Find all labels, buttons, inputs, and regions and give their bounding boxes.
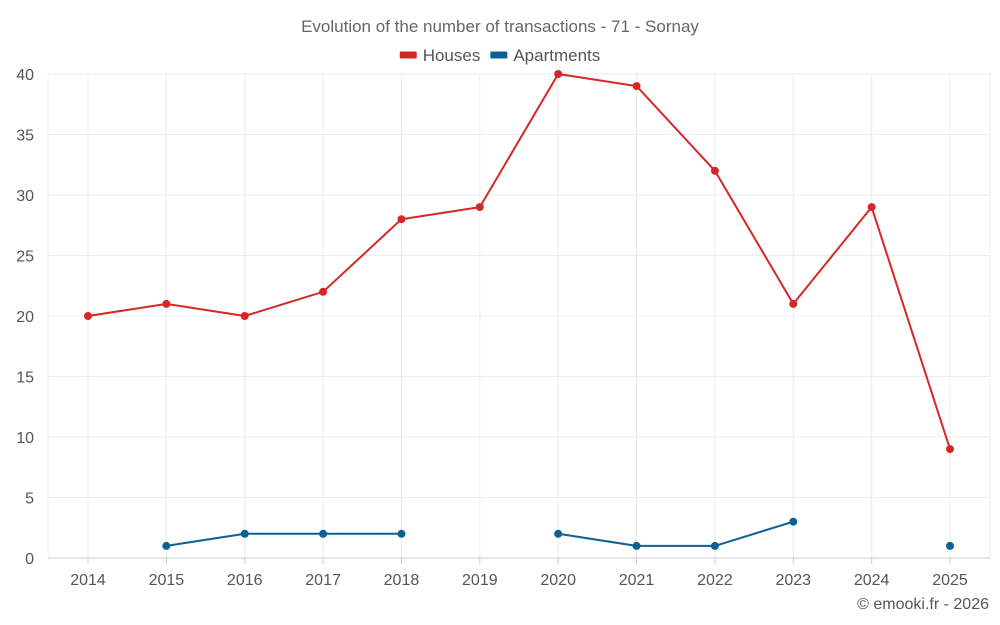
y-tick-label: 35 xyxy=(16,128,34,145)
y-tick-label: 15 xyxy=(16,370,34,387)
apartments-data-point[interactable] xyxy=(240,529,249,538)
y-tick-label: 20 xyxy=(16,309,34,326)
y-tick-label: 25 xyxy=(16,249,34,266)
chart-title: Evolution of the number of transactions … xyxy=(301,17,699,36)
apartments-series-line xyxy=(166,532,402,547)
apartments-data-point[interactable] xyxy=(789,517,798,526)
legend-label-apartments: Apartments xyxy=(513,46,600,65)
x-tick-label: 2018 xyxy=(384,572,420,589)
legend-swatch-apartments xyxy=(490,51,508,59)
houses-data-point[interactable] xyxy=(240,312,249,320)
apartments-data-point[interactable] xyxy=(319,529,328,538)
x-tick-label: 2017 xyxy=(305,572,341,589)
credit-text: © emooki.fr - 2026 xyxy=(857,596,989,613)
houses-data-point[interactable] xyxy=(710,166,719,175)
x-tick-label: 2015 xyxy=(149,572,185,589)
apartments-data-point[interactable] xyxy=(632,541,641,550)
grid xyxy=(47,73,991,558)
y-tick-label: 30 xyxy=(16,188,34,205)
y-tick-label: 5 xyxy=(25,491,34,508)
legend-swatch-houses xyxy=(399,51,417,59)
houses-series-line xyxy=(87,73,951,450)
x-tick-label: 2016 xyxy=(227,572,263,589)
houses-data-point[interactable] xyxy=(319,287,328,296)
x-tick-label: 2021 xyxy=(619,572,655,589)
houses-data-point[interactable] xyxy=(789,299,798,308)
houses-data-point[interactable] xyxy=(554,70,563,78)
apartments-series-line xyxy=(558,520,794,547)
x-tick-label: 2019 xyxy=(462,572,498,589)
legend-label-houses: Houses xyxy=(423,46,481,65)
legend-item-houses[interactable]: Houses xyxy=(399,46,481,65)
series xyxy=(84,70,954,550)
houses-data-point[interactable] xyxy=(946,445,954,454)
apartments-data-point[interactable] xyxy=(162,541,171,550)
x-tick-label: 2023 xyxy=(775,572,811,589)
legend: Houses Apartments xyxy=(399,46,600,65)
apartments-data-point[interactable] xyxy=(397,529,406,538)
x-tick-label: 2024 xyxy=(854,572,890,589)
y-tick-label: 10 xyxy=(16,430,34,447)
x-tick-label: 2025 xyxy=(932,572,968,589)
x-tick-label: 2014 xyxy=(70,572,106,589)
apartments-data-point[interactable] xyxy=(946,541,954,550)
y-tick-label: 0 xyxy=(25,551,34,568)
houses-data-point[interactable] xyxy=(475,203,484,212)
legend-item-apartments[interactable]: Apartments xyxy=(490,46,600,65)
apartments-data-point[interactable] xyxy=(554,529,563,538)
houses-data-point[interactable] xyxy=(867,203,876,212)
houses-data-point[interactable] xyxy=(84,312,92,320)
houses-data-point[interactable] xyxy=(397,215,406,224)
x-tick-label: 2022 xyxy=(697,572,733,589)
y-tick-label: 40 xyxy=(16,67,34,84)
houses-data-point[interactable] xyxy=(162,299,171,308)
x-tick-label: 2020 xyxy=(540,572,576,589)
houses-data-point[interactable] xyxy=(632,82,641,91)
apartments-data-point[interactable] xyxy=(710,541,719,550)
